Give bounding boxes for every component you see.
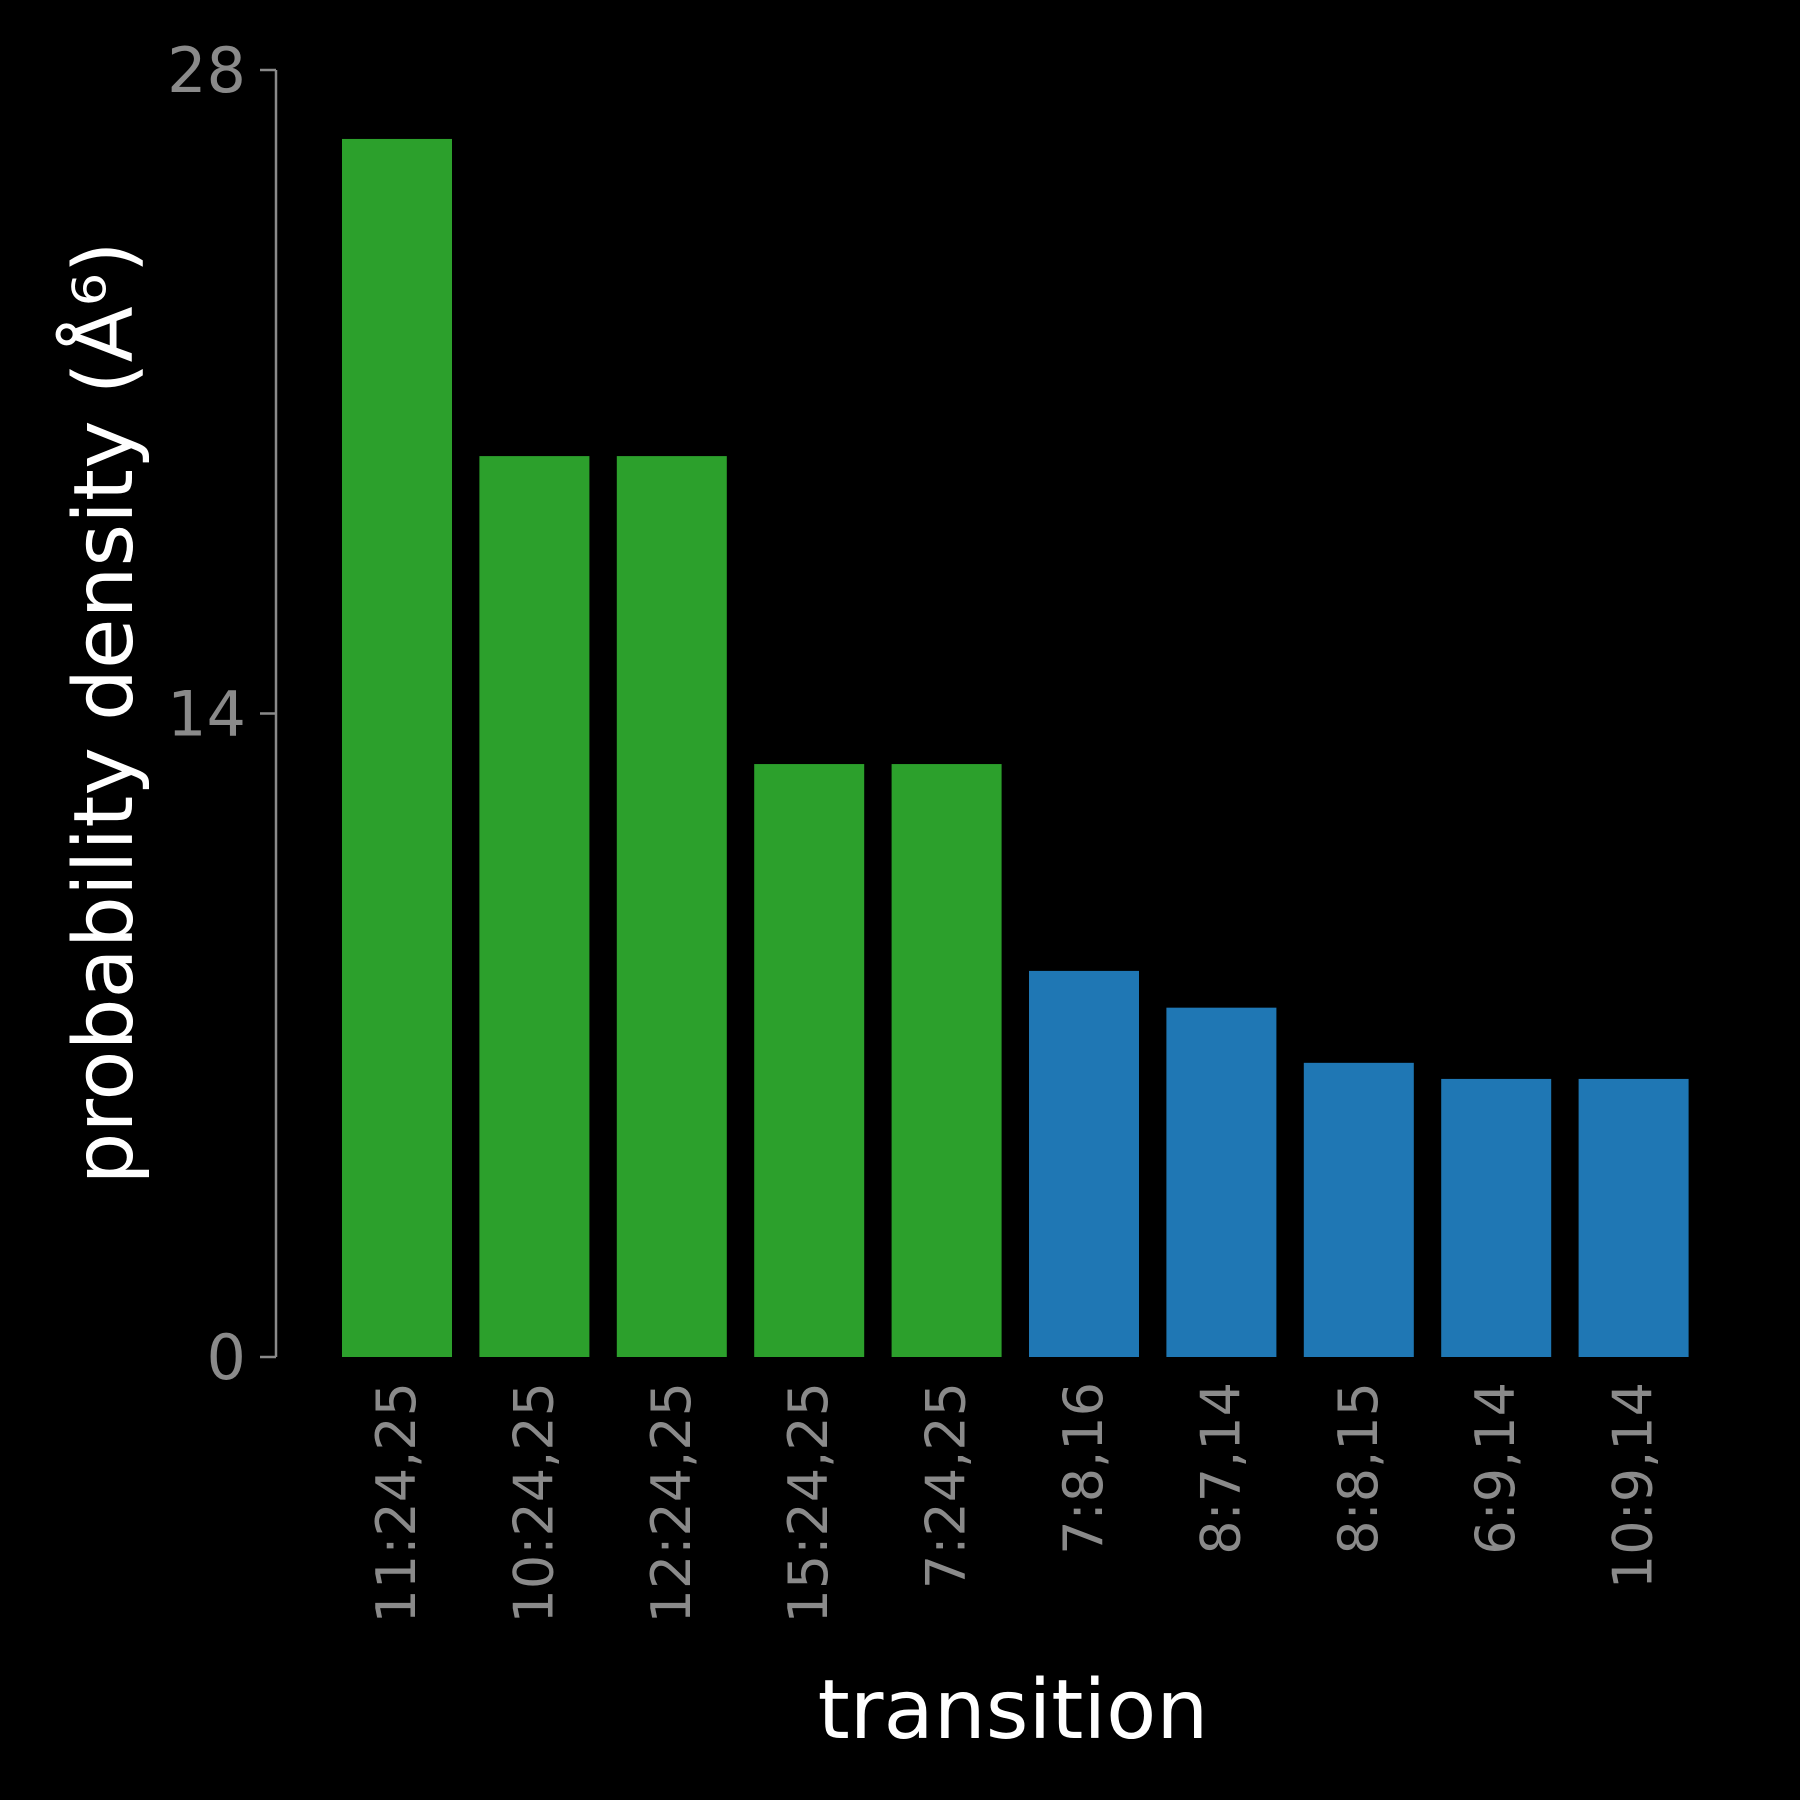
x-axis-tick-labels: 11:24,25 10:24,25 12:24,25 15:24,25 7:24,25 7… — [365, 1382, 1665, 1624]
bar-7-24-25 — [891, 764, 1002, 1357]
bar-7-8-16 — [1029, 970, 1139, 1357]
x-tick-label: 10:24,25 — [502, 1382, 565, 1624]
x-tick-label: 8:7,14 — [1189, 1382, 1252, 1555]
y-axis-title: probability density (Å⁶) — [56, 241, 152, 1184]
x-axis-title: transition — [818, 1663, 1209, 1758]
x-tick-label: 11:24,25 — [365, 1382, 428, 1624]
x-tick-label: 10:9,14 — [1602, 1382, 1665, 1589]
x-tick-label: 12:24,25 — [640, 1382, 703, 1624]
y-axis-ticks: 0 14 28 — [167, 34, 276, 1394]
y-tick-label: 14 — [167, 678, 246, 751]
x-tick-label: 7:8,16 — [1052, 1382, 1115, 1555]
bar-8-8-15 — [1303, 1062, 1414, 1357]
bar-10-9-14 — [1578, 1078, 1689, 1357]
y-tick-label: 0 — [207, 1321, 246, 1394]
bar-6-9-14 — [1441, 1078, 1552, 1357]
x-tick-label: 15:24,25 — [777, 1382, 840, 1624]
x-tick-label: 7:24,25 — [915, 1382, 978, 1589]
x-tick-label: 8:8,15 — [1327, 1382, 1390, 1555]
bar-8-7-14 — [1166, 1007, 1277, 1357]
bar-11-24-25 — [342, 138, 452, 1358]
x-tick-label: 6:9,14 — [1464, 1382, 1527, 1555]
y-tick-label: 28 — [167, 34, 246, 107]
bar-12-24-25 — [616, 456, 727, 1358]
bar-10-24-25 — [479, 456, 590, 1358]
bars — [342, 138, 1689, 1358]
bar-15-24-25 — [754, 764, 865, 1357]
